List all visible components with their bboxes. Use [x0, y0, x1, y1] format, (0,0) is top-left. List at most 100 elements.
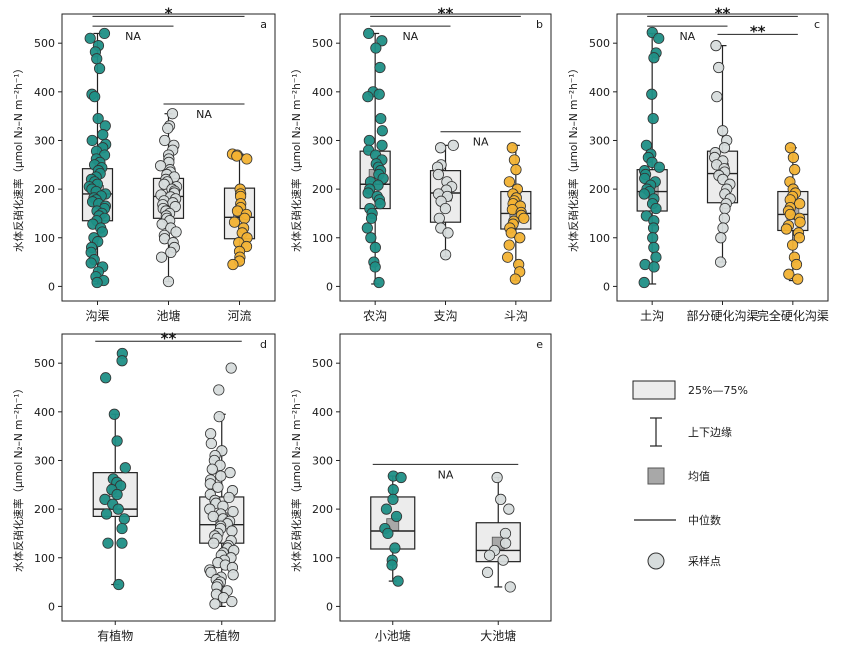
- data-point: [213, 411, 225, 423]
- data-point: [647, 232, 659, 244]
- data-point: [711, 91, 723, 103]
- data-point: [719, 202, 731, 215]
- y-tick-label: 300: [34, 134, 55, 147]
- data-point: [159, 134, 171, 147]
- data-point: [89, 91, 101, 103]
- data-point: [113, 578, 125, 591]
- series-支沟: [429, 139, 462, 261]
- y-tick-label: 500: [589, 37, 610, 50]
- x-tick-label: 土沟: [640, 309, 664, 323]
- data-point: [365, 232, 377, 244]
- y-tick-label: 500: [34, 37, 55, 50]
- data-point: [170, 226, 182, 238]
- data-point: [432, 168, 444, 181]
- x-tick-label: 小池塘: [375, 628, 411, 643]
- data-point: [213, 384, 225, 396]
- data-point: [794, 198, 806, 210]
- data-point: [386, 559, 398, 571]
- data-point: [154, 160, 167, 172]
- data-point: [794, 216, 806, 228]
- y-tick-label: 0: [326, 600, 333, 613]
- data-point: [118, 513, 130, 525]
- significance-na: NA: [196, 108, 212, 121]
- panel-letter: b: [536, 18, 543, 31]
- y-axis-label: 水体反硝化速率（μmol N₂–N m⁻²h⁻¹）: [290, 383, 303, 572]
- data-point: [85, 257, 97, 269]
- panel-letter: c: [814, 18, 820, 31]
- data-point: [714, 256, 727, 268]
- y-tick-label: 200: [312, 183, 333, 196]
- data-point: [166, 108, 179, 120]
- legend-label: 25%—75%: [688, 384, 748, 397]
- series-部分硬化沟渠: [706, 40, 739, 268]
- data-point: [116, 537, 128, 549]
- series-斗沟: [500, 142, 532, 285]
- y-tick-label: 500: [312, 357, 333, 370]
- y-tick-label: 100: [589, 232, 610, 245]
- panel-e: 0 100 200 300 400 500 水体反硝化速率（μmol N₂–N m⁻²h⁻¹…: [290, 333, 552, 643]
- data-point: [780, 223, 793, 235]
- data-point: [389, 542, 401, 554]
- data-point: [224, 467, 236, 479]
- data-point: [718, 142, 731, 154]
- data-point: [647, 112, 659, 125]
- data-point: [505, 227, 517, 239]
- data-point: [392, 575, 404, 587]
- significance-star: *: [165, 4, 173, 22]
- data-point: [648, 52, 660, 64]
- data-point: [653, 161, 665, 173]
- y-tick-label: 500: [312, 37, 333, 50]
- data-point: [165, 246, 177, 258]
- legend-label: 均值: [688, 470, 710, 483]
- data-point: [433, 212, 445, 224]
- data-point: [108, 408, 120, 420]
- data-point: [789, 164, 801, 176]
- x-tick-label: 大池塘: [480, 628, 516, 643]
- data-point: [390, 510, 403, 523]
- data-point: [91, 53, 103, 65]
- data-point: [790, 258, 803, 271]
- data-point: [100, 508, 113, 520]
- data-point: [370, 42, 382, 54]
- data-point: [84, 32, 96, 44]
- significance-na: NA: [402, 30, 418, 43]
- y-tick-label: 500: [34, 357, 55, 370]
- x-tick-label: 沟渠: [85, 309, 109, 323]
- data-point: [363, 27, 375, 40]
- data-point: [648, 261, 660, 273]
- data-point: [518, 212, 530, 224]
- data-point: [374, 198, 386, 210]
- x-tick-label: 农沟: [363, 309, 387, 323]
- data-point: [439, 202, 452, 215]
- y-tick-label: 200: [589, 183, 610, 196]
- significance-na: NA: [125, 30, 141, 43]
- panel-d: 0 100 200 300 400 500 水体反硝化速率（μmol N₂–N m⁻²h⁻¹…: [12, 329, 276, 643]
- y-tick-label: 100: [34, 552, 55, 565]
- data-point: [442, 227, 454, 239]
- data-point: [241, 153, 253, 165]
- legend-label: 采样点: [688, 554, 721, 568]
- data-point: [205, 428, 217, 440]
- data-point: [162, 122, 174, 134]
- legend-point-icon: [647, 552, 665, 570]
- data-point: [111, 488, 123, 501]
- data-point: [227, 569, 239, 581]
- data-point: [793, 232, 805, 244]
- y-tick-label: 200: [34, 183, 55, 196]
- y-tick-label: 200: [312, 503, 333, 516]
- y-tick-label: 0: [326, 280, 333, 293]
- data-point: [376, 35, 388, 47]
- data-point: [495, 493, 507, 505]
- legend-label: 中位数: [688, 513, 721, 527]
- significance-na: NA: [438, 468, 454, 481]
- data-point: [653, 32, 665, 44]
- data-point: [499, 537, 512, 549]
- data-point: [509, 273, 521, 285]
- data-point: [208, 537, 220, 549]
- data-point: [86, 134, 98, 147]
- panel-letter: d: [260, 338, 267, 351]
- series-河流: [223, 148, 256, 271]
- legend-box-icon: [632, 380, 676, 400]
- data-point: [92, 112, 104, 125]
- significance-star: **: [750, 22, 766, 40]
